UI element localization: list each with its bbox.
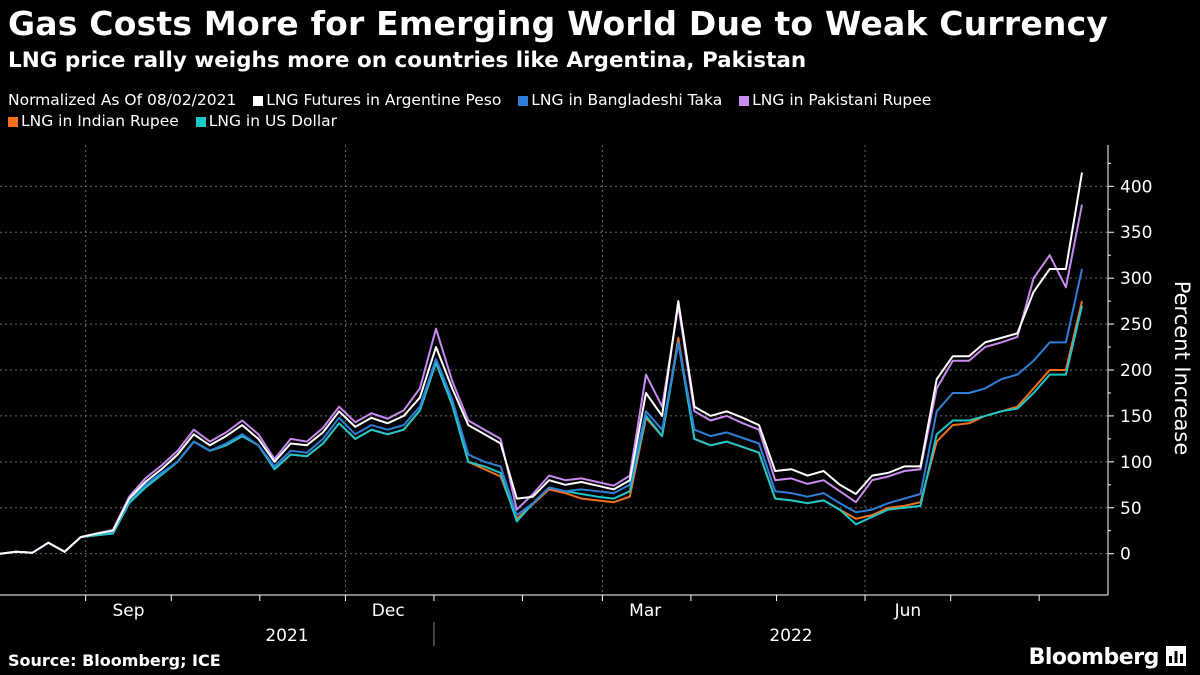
series-line-2 xyxy=(0,204,1083,555)
grid xyxy=(0,145,1108,595)
chart-title: Gas Costs More for Emerging World Due to… xyxy=(8,4,1109,43)
bloomberg-chart-icon xyxy=(1166,646,1186,666)
legend-item-bdt: LNG in Bangladeshi Taka xyxy=(518,90,722,110)
series-line-0 xyxy=(0,172,1083,555)
legend-swatch xyxy=(518,96,529,106)
y-axis-label: Percent Increase xyxy=(1170,281,1194,456)
legend-item-inr: LNG in Indian Rupee xyxy=(8,111,179,131)
x-tick-label: Mar xyxy=(629,601,661,621)
bloomberg-logo: Bloomberg xyxy=(1029,645,1186,670)
legend-swatch xyxy=(195,117,206,127)
y-tick-label: 250 xyxy=(1120,315,1152,335)
legend-swatch xyxy=(8,117,18,127)
y-tick-label: 150 xyxy=(1120,407,1152,427)
series-line-1 xyxy=(0,268,1083,555)
legend: Normalized As Of 08/02/2021 LNG Futures … xyxy=(8,90,943,132)
y-tick-label: 350 xyxy=(1120,223,1152,243)
legend-swatch xyxy=(739,96,750,106)
x-tick-label: Sep xyxy=(112,601,144,621)
y-tick-label: 200 xyxy=(1120,361,1152,381)
y-tick-label: 300 xyxy=(1120,269,1152,289)
y-tick-label: 100 xyxy=(1120,453,1152,473)
source-note: Source: Bloomberg; ICE xyxy=(8,651,221,670)
legend-item-usd: LNG in US Dollar xyxy=(195,111,337,131)
axes: 0 50 100 150 200 250 300 350 400 Sep Dec Mar Jun 2021… xyxy=(0,145,1152,646)
legend-item-pkr: LNG in Pakistani Rupee xyxy=(739,90,931,110)
legend-item-ars: LNG Futures in Argentine Peso xyxy=(253,90,501,110)
x-tick-label: Jun xyxy=(894,601,922,621)
year-label: 2021 xyxy=(265,626,308,646)
series-line-3 xyxy=(0,300,1083,555)
series-line-4 xyxy=(0,305,1083,555)
series-lines xyxy=(0,172,1083,555)
year-label: 2022 xyxy=(769,626,812,646)
legend-swatch xyxy=(253,96,264,106)
y-tick-label: 50 xyxy=(1120,499,1142,519)
legend-note: Normalized As Of 08/02/2021 xyxy=(8,91,237,109)
y-tick-label: 0 xyxy=(1120,545,1131,565)
x-tick-label: Dec xyxy=(372,601,405,621)
y-tick-label: 400 xyxy=(1120,177,1152,197)
chart-subtitle: LNG price rally weighs more on countries… xyxy=(8,48,807,73)
